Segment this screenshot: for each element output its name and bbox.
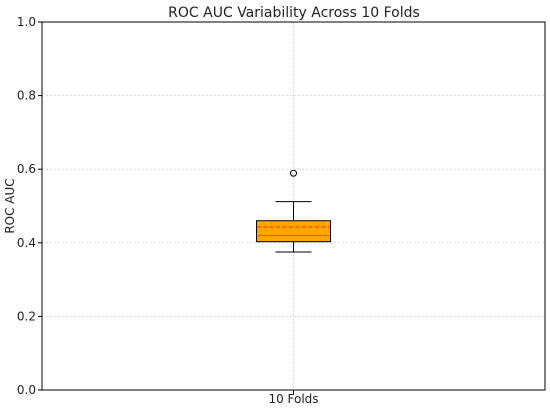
chart-title: ROC AUC Variability Across 10 Folds: [168, 5, 420, 21]
y-tick-label: 0.4: [17, 236, 36, 250]
y-tick-label: 0.8: [17, 89, 36, 103]
iqr-box: [256, 220, 331, 243]
y-tick-label: 1.0: [17, 15, 36, 29]
y-axis-label: ROC AUC: [3, 178, 17, 233]
outlier-point: [290, 169, 297, 177]
y-tick-label: 0.6: [17, 162, 36, 176]
y-axis: 0.0 0.2 0.4 0.6 0.8 1.0: [17, 15, 42, 397]
boxes-layer: [256, 169, 331, 253]
x-axis: 10 Folds: [268, 390, 319, 406]
x-tick-label: 10 Folds: [268, 392, 318, 406]
y-tick-label: 0.0: [17, 383, 36, 397]
y-tick-label: 0.2: [17, 309, 36, 323]
